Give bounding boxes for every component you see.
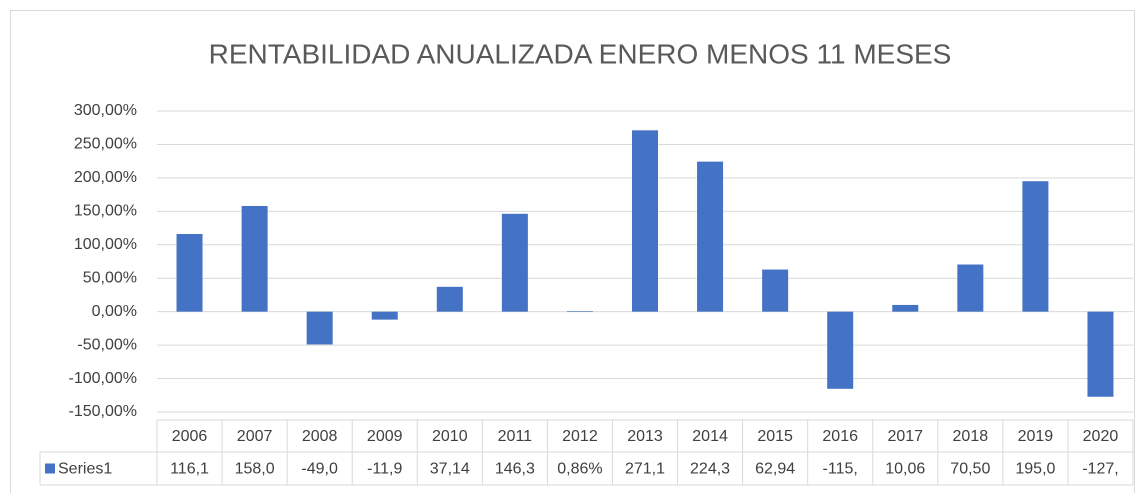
data-table-cell: -11,9 xyxy=(367,461,402,478)
data-table-cell: 271,1 xyxy=(625,461,665,478)
legend-swatch xyxy=(45,463,55,474)
data-table-cell: 70,50 xyxy=(950,461,990,478)
y-tick-label: 100,00% xyxy=(74,236,137,253)
x-tick-label: 2008 xyxy=(302,428,338,445)
y-tick-label: -150,00% xyxy=(69,403,138,420)
y-tick-label: -100,00% xyxy=(69,370,138,387)
x-tick-label: 2011 xyxy=(498,428,533,445)
x-tick-label: 2006 xyxy=(172,428,208,445)
y-tick-label: 50,00% xyxy=(83,269,137,286)
y-tick-label: -50,00% xyxy=(77,336,137,353)
x-tick-label: 2019 xyxy=(1018,428,1054,445)
bar xyxy=(176,234,203,312)
data-table-cell: 224,3 xyxy=(690,461,730,478)
y-tick-label: 200,00% xyxy=(74,169,137,186)
x-tick-label: 2014 xyxy=(692,428,728,445)
data-table-cell: 146,3 xyxy=(495,461,535,478)
data-table-cell: -127, xyxy=(1082,461,1118,478)
data-table-cell: -49,0 xyxy=(301,461,338,478)
x-tick-label: 2007 xyxy=(237,428,273,445)
x-tick-label: 2013 xyxy=(627,428,663,445)
x-tick-label: 2012 xyxy=(562,428,598,445)
y-tick-label: 0,00% xyxy=(92,303,137,320)
bar xyxy=(1087,311,1114,397)
bar xyxy=(697,161,724,312)
data-table-cell: 10,06 xyxy=(885,461,925,478)
data-table-cell: -115, xyxy=(823,461,858,478)
bar xyxy=(1022,181,1049,312)
legend-label: Series1 xyxy=(58,461,112,478)
bar xyxy=(306,311,333,345)
bar xyxy=(827,311,854,389)
bar xyxy=(566,311,593,312)
bar xyxy=(501,213,528,312)
data-table-cell: 0,86% xyxy=(557,461,602,478)
x-tick-label: 2016 xyxy=(822,428,858,445)
bar xyxy=(762,269,789,312)
bar xyxy=(436,286,463,312)
bar xyxy=(241,205,268,312)
bar xyxy=(371,311,398,320)
chart-title: RENTABILIDAD ANUALIZADA ENERO MENOS 11 M… xyxy=(209,38,952,69)
x-tick-label: 2020 xyxy=(1083,428,1119,445)
bar xyxy=(892,304,919,312)
x-tick-label: 2018 xyxy=(953,428,989,445)
data-table-cell: 62,94 xyxy=(755,461,795,478)
y-tick-label: 300,00% xyxy=(74,102,137,119)
data-table-cell: 158,0 xyxy=(235,461,275,478)
x-tick-label: 2015 xyxy=(757,428,793,445)
y-tick-label: 250,00% xyxy=(74,136,137,153)
data-table-cell: 116,1 xyxy=(170,461,209,478)
data-table-cell: 37,14 xyxy=(430,461,470,478)
data-table-cell: 195,0 xyxy=(1015,461,1055,478)
y-tick-label: 150,00% xyxy=(74,203,137,220)
bar xyxy=(632,130,658,312)
x-tick-label: 2009 xyxy=(367,428,403,445)
bar xyxy=(957,264,984,312)
x-tick-label: 2010 xyxy=(432,428,468,445)
x-tick-label: 2017 xyxy=(887,428,923,445)
